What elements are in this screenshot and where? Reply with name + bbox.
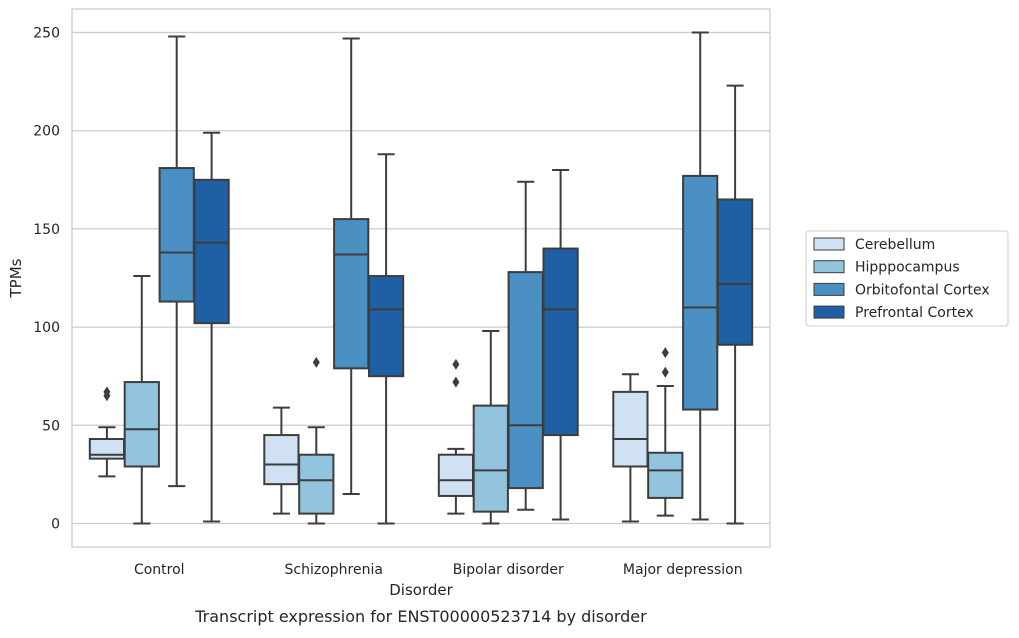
legend-label: Cerebellum	[855, 237, 935, 253]
outlier-point	[661, 366, 669, 378]
x-axis-label: Disorder	[389, 581, 453, 599]
box-prefrontal-cortex	[716, 84, 754, 525]
legend: Cerebellum Hipppocampus Orbitofontal Corte…	[805, 230, 1009, 327]
x-tick-labels: Control Schizophrenia Bipolar disorder Majo…	[134, 562, 743, 578]
box-iqr	[612, 390, 649, 468]
box-orbitofontal-cortex	[507, 180, 544, 511]
outlier-point	[452, 376, 460, 388]
box-prefrontal-cortex	[542, 169, 579, 521]
y-tick-labels: 0 50 100 150 200 250	[33, 26, 60, 533]
x-tick-label: Schizophrenia	[285, 562, 383, 578]
box-hipppocampus	[123, 275, 160, 525]
legend-label: Prefrontal Cortex	[855, 305, 974, 321]
box-iqr	[507, 271, 544, 490]
box-iqr	[472, 404, 509, 513]
x-tick-label: Bipolar disorder	[453, 562, 564, 578]
y-tick-label: 150	[33, 222, 60, 238]
y-tick-label: 100	[33, 320, 60, 336]
y-tick-label: 250	[33, 26, 60, 42]
x-tick-label: Control	[134, 562, 185, 578]
box-iqr	[682, 174, 719, 411]
box-iqr	[716, 198, 754, 346]
legend-swatch	[813, 282, 845, 296]
box-hipppocampus	[298, 356, 335, 525]
box-prefrontal-cortex	[367, 153, 405, 525]
legend-label: Hipppocampus	[855, 260, 960, 276]
box-iqr	[333, 218, 370, 370]
box-iqr	[263, 434, 300, 486]
box-cerebellum	[437, 358, 475, 515]
box-orbitofontal-cortex	[682, 31, 719, 521]
box-cerebellum	[263, 406, 300, 515]
box-prefrontal-cortex	[193, 131, 230, 523]
legend-label: Orbitofontal Cortex	[855, 282, 990, 298]
outlier-point	[312, 356, 320, 368]
x-tick-label: Major depression	[623, 562, 743, 578]
outlier-point	[103, 386, 111, 398]
box-iqr	[437, 453, 475, 497]
box-hipppocampus	[647, 347, 684, 517]
boxes	[88, 31, 754, 525]
box-iqr	[542, 247, 579, 437]
box-iqr	[647, 451, 684, 499]
box-iqr	[193, 178, 230, 325]
legend-swatch	[813, 260, 845, 274]
box-hipppocampus	[472, 330, 509, 525]
grid-lines	[72, 31, 770, 525]
box-iqr	[367, 275, 405, 378]
outlier-point	[452, 358, 460, 370]
box-iqr	[123, 381, 160, 468]
box-iqr	[158, 167, 195, 303]
y-tick-label: 50	[42, 418, 60, 434]
legend-swatch	[813, 305, 845, 319]
chart-caption: Transcript expression for ENST0000052371…	[194, 607, 647, 626]
y-tick-label: 0	[51, 516, 60, 532]
box-iqr	[298, 453, 335, 515]
box-cerebellum	[612, 373, 649, 523]
legend-frame	[805, 230, 1009, 327]
y-tick-label: 200	[33, 124, 60, 140]
legend-swatch	[813, 237, 845, 251]
y-axis-label: TPMs	[7, 258, 25, 298]
outlier-point	[661, 347, 669, 359]
